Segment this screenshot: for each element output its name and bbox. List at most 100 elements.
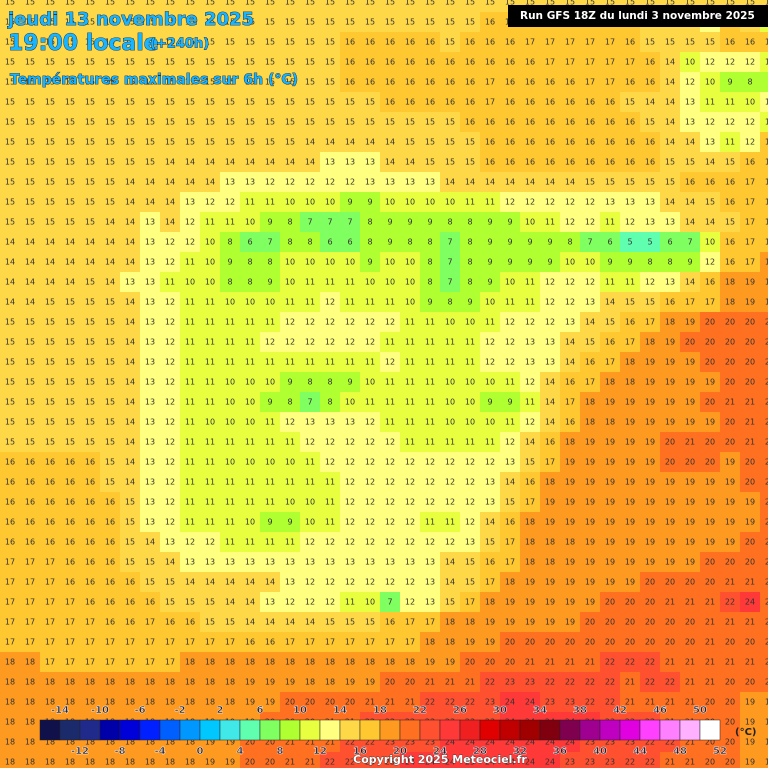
scale-label: 38 [573,705,587,716]
grid-cell [400,32,420,52]
grid-value: 12 [385,478,395,487]
grid-cell [480,452,500,472]
grid-cell [40,392,60,412]
grid-cell [80,472,100,492]
grid-cell [340,0,360,12]
grid-cell [480,512,500,532]
grid-cell [340,392,360,412]
grid-value: 11 [245,358,255,367]
grid-cell [380,132,400,152]
grid-value: 19 [605,538,615,547]
grid-cell [640,292,660,312]
grid-value: 19 [665,418,675,427]
grid-cell [120,432,140,452]
grid-cell [560,132,580,152]
grid-value: 18 [5,738,15,747]
grid-value: 23 [505,678,515,687]
grid-cell [300,312,320,332]
grid-cell [680,552,700,572]
grid-value: 11 [205,358,215,367]
grid-cell [480,272,500,292]
grid-value: 15 [145,0,155,7]
grid-value: 12 [165,518,175,527]
grid-value: 10 [245,378,255,387]
grid-value: 16 [65,578,75,587]
grid-cell [440,92,460,112]
grid-cell [60,252,80,272]
grid-value: 6 [247,238,252,247]
grid-value: 15 [25,0,35,7]
grid-value: 18 [25,718,35,727]
grid-value: 7 [447,258,452,267]
grid-value: 15 [345,98,355,107]
grid-cell [500,392,520,412]
grid-cell [600,592,620,612]
grid-cell [80,12,100,32]
grid-value: 15 [85,118,95,127]
grid-value: 16 [65,538,75,547]
grid-cell [640,92,660,112]
grid-cell [160,612,180,632]
grid-cell [100,572,120,592]
grid-value: 19 [665,518,675,527]
grid-value: 9 [507,398,512,407]
grid-value: 11 [405,358,415,367]
grid-cell [680,312,700,332]
grid-cell [720,172,740,192]
grid-cell [580,392,600,412]
grid-value: 15 [85,298,95,307]
grid-value: 16 [505,58,515,67]
grid-cell [560,72,580,92]
grid-value: 13 [645,218,655,227]
scale-box [439,719,461,741]
grid-cell [160,232,180,252]
grid-cell [640,172,660,192]
grid-cell [360,252,380,272]
grid-value: 9 [607,258,612,267]
grid-cell [240,32,260,52]
grid-value: 16 [45,498,55,507]
grid-value: 11 [225,478,235,487]
grid-value: 20 [565,638,575,647]
grid-cell [180,92,200,112]
grid-cell [640,372,660,392]
grid-value: 10 [245,218,255,227]
grid-value: 18 [325,658,335,667]
grid-value: 16 [25,518,35,527]
grid-value: 12 [705,258,715,267]
grid-cell [140,452,160,472]
grid-value: 8 [267,258,272,267]
grid-value: 15 [265,138,275,147]
grid-value: 15 [145,58,155,67]
grid-value: 17 [5,598,15,607]
grid-cell [220,592,240,612]
grid-cell [160,152,180,172]
grid-value: 12 [345,178,355,187]
grid-cell [620,312,640,332]
grid-cell [580,272,600,292]
grid-value: 15 [725,218,735,227]
grid-value: 16 [485,558,495,567]
grid-cell [580,572,600,592]
grid-value: 11 [245,318,255,327]
grid-cell [360,92,380,112]
grid-cell [140,232,160,252]
grid-value: 18 [445,618,455,627]
grid-cell [100,72,120,92]
grid-value: 12 [165,318,175,327]
grid-value: 12 [325,578,335,587]
grid-value: 18 [5,698,15,707]
grid-cell [180,612,200,632]
grid-value: 10 [225,298,235,307]
grid-cell [660,452,680,472]
grid-value: 16 [125,598,135,607]
grid-cell [740,532,760,552]
grid-cell [400,332,420,352]
grid-value: 16 [5,518,15,527]
grid-value: 12 [345,478,355,487]
grid-value: 19 [505,618,515,627]
scale-label: 18 [373,705,387,716]
grid-value: 10 [485,418,495,427]
grid-value: 16 [45,458,55,467]
grid-cell [240,292,260,312]
